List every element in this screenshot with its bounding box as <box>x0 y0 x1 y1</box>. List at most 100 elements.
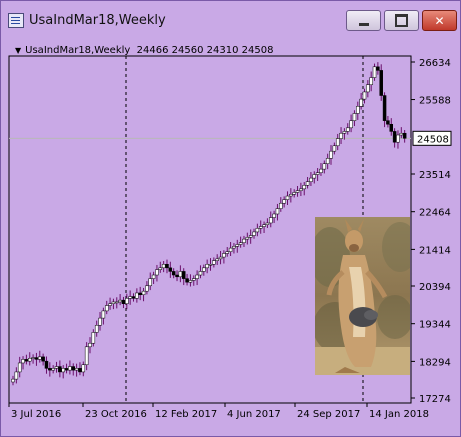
candle-body <box>121 299 126 304</box>
candle-body <box>319 168 323 173</box>
candle-body <box>125 298 129 304</box>
candle-body <box>91 332 96 344</box>
x-tick-label: 14 Jan 2018 <box>369 409 429 420</box>
candle-body <box>215 258 219 261</box>
plot-frame <box>8 55 412 404</box>
candle-body <box>165 263 169 269</box>
candle-body <box>312 174 317 179</box>
candle-body <box>192 278 196 281</box>
y-tick-label: 21414 <box>419 245 451 256</box>
symbol-label: UsaIndMar18,Weekly <box>25 45 131 56</box>
candle-body <box>362 91 367 100</box>
y-tick-label: 26634 <box>419 58 451 69</box>
candle-body <box>68 366 72 371</box>
candle-body <box>322 163 327 170</box>
candle-body <box>235 244 240 247</box>
candle-body <box>218 256 223 260</box>
candle-body <box>81 364 86 373</box>
maximize-button[interactable] <box>384 10 419 31</box>
candle-body <box>382 95 387 121</box>
candle-body <box>335 138 340 147</box>
candle-body <box>225 251 229 254</box>
candle-body <box>101 310 106 319</box>
x-tick-label: 3 Jul 2016 <box>11 409 61 420</box>
candle-body <box>84 346 89 366</box>
candle-body <box>359 98 363 107</box>
candle-body <box>372 66 377 78</box>
candle-body <box>38 356 42 360</box>
candle-body <box>369 77 373 86</box>
candle-body <box>205 263 209 269</box>
candle-body <box>252 231 256 236</box>
candle-body <box>178 271 183 278</box>
candle-body <box>309 177 313 182</box>
candle-body <box>108 303 112 306</box>
candle-body <box>262 224 266 227</box>
candle-body <box>115 301 119 304</box>
candle-body <box>332 145 337 152</box>
candle-body <box>198 271 203 276</box>
candle-body <box>255 228 260 233</box>
candle-body <box>285 195 290 200</box>
candle-body <box>376 66 380 71</box>
window-title: UsaIndMar18,Weekly <box>29 13 166 28</box>
candle-body <box>188 280 193 283</box>
candle-body <box>228 247 233 252</box>
minimize-button[interactable] <box>346 10 381 31</box>
candle-body <box>399 132 404 136</box>
candle-body <box>345 127 350 132</box>
candle-body <box>289 193 293 197</box>
candle-body <box>195 274 199 279</box>
candle-body <box>339 132 343 139</box>
candle-body <box>208 263 213 266</box>
candle-body <box>141 290 146 296</box>
close-button[interactable]: ✕ <box>422 10 457 31</box>
candle-body <box>171 271 176 276</box>
x-tick-label: 23 Oct 2016 <box>85 409 147 420</box>
candle-body <box>212 260 216 265</box>
candle-body <box>379 70 383 96</box>
candle-body <box>269 217 273 224</box>
candle-body <box>272 213 276 218</box>
candle-body <box>131 296 136 299</box>
maximize-icon <box>395 14 408 27</box>
candle-body <box>41 356 45 362</box>
candle-body <box>54 366 59 369</box>
candle-body <box>356 106 360 114</box>
candle-body <box>265 222 270 226</box>
x-tick-label: 12 Feb 2017 <box>155 409 217 420</box>
candle-body <box>238 242 243 245</box>
candle-body <box>151 274 156 279</box>
candle-body <box>386 120 390 125</box>
candle-body <box>302 185 306 190</box>
candle-body <box>185 278 189 283</box>
candle-body <box>71 366 76 371</box>
dropdown-triangle-icon[interactable]: ▼ <box>15 46 22 55</box>
x-tick-label: 24 Sep 2017 <box>297 409 360 420</box>
candle-body <box>402 132 407 139</box>
candle-body <box>58 366 62 373</box>
candle-body <box>161 263 166 269</box>
candle-body <box>31 357 35 359</box>
candle-body <box>17 362 22 373</box>
candle-body <box>14 371 19 380</box>
candle-body <box>315 172 320 175</box>
candle-body <box>148 278 152 287</box>
candle-body <box>181 271 186 279</box>
candle-body <box>282 199 286 204</box>
candle-body <box>392 131 397 143</box>
candle-body <box>111 301 116 304</box>
y-tick-label: 17274 <box>419 394 451 405</box>
candle-body <box>389 123 394 132</box>
candle-body <box>158 267 163 270</box>
y-tick-label: 25588 <box>419 96 451 107</box>
candle-body <box>11 378 15 383</box>
candle-body <box>128 296 132 299</box>
symbol-info: ▼ UsaIndMar18,Weekly 24466 24560 24310 24… <box>15 45 273 56</box>
title-bar[interactable]: UsaIndMar18,Weekly ✕ <box>1 1 460 39</box>
ohlc-values: 24466 24560 24310 24508 <box>136 45 274 56</box>
kangaroo-photo <box>315 217 410 375</box>
candle-body <box>396 134 400 143</box>
